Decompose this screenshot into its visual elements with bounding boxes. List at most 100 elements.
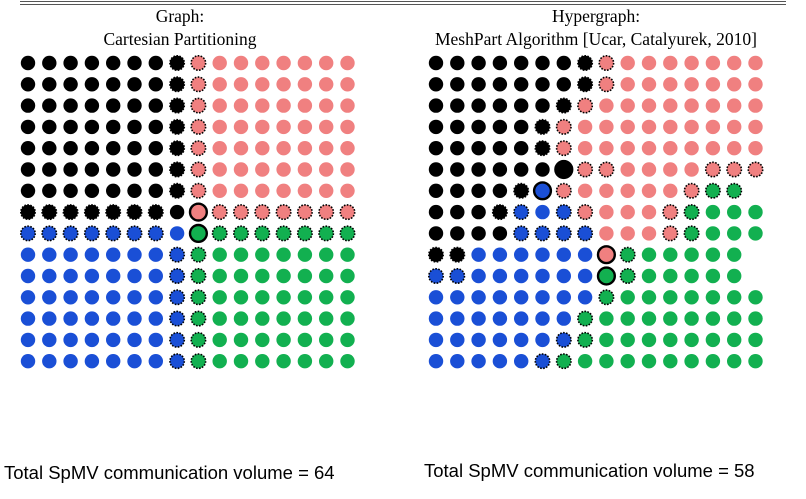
left-node-blue [63, 354, 78, 369]
left-node-black-boundary [105, 204, 122, 221]
left-node-green [233, 290, 249, 305]
left-node-red [340, 141, 355, 156]
right-node-red [663, 55, 678, 71]
left-node-green [340, 332, 355, 348]
right-node-green [641, 311, 657, 326]
right-node-black [556, 77, 571, 92]
right-node-green [577, 354, 593, 369]
left-node-black [42, 162, 57, 177]
left-node-red [340, 183, 355, 198]
left-node-blue [127, 247, 142, 262]
right-node-red [599, 226, 614, 241]
left-node-blue [106, 354, 121, 369]
right-node-red [641, 183, 657, 198]
left-node-blue [42, 290, 57, 305]
left-node-blue-boundary [169, 246, 186, 263]
left-node-black-boundary [62, 204, 79, 221]
right-node-black [450, 55, 465, 71]
left-node-blue [42, 247, 57, 262]
right-node-red-boundary [704, 161, 721, 178]
left-node-black [106, 141, 121, 156]
right-node-black-boundary [577, 55, 594, 71]
left-node-green-boundary [318, 225, 335, 242]
right-node-red [684, 162, 699, 177]
right-node-red [663, 98, 678, 113]
left-node-red [255, 77, 270, 92]
left-node-blue [127, 268, 142, 284]
right-node-red [599, 98, 614, 113]
right-title-line1: Hypergraph: [551, 6, 641, 26]
left-node-blue [42, 268, 57, 284]
left-node-red [297, 55, 313, 71]
right-node-blue [471, 268, 486, 284]
right-node-black [471, 141, 486, 156]
right-node-black [514, 77, 529, 92]
left-node-blue [20, 354, 36, 369]
left-node-red [255, 55, 270, 71]
left-node-black-boundary [169, 76, 186, 93]
right-node-blue [492, 247, 508, 262]
right-node-blue [471, 332, 486, 348]
left-node-red [212, 98, 227, 113]
left-node-red [233, 162, 249, 177]
right-panel-title: Hypergraph: MeshPart Algorithm [Ucar, Ca… [396, 5, 796, 51]
right-node-blue [471, 311, 486, 326]
left-node-black [20, 77, 36, 92]
left-node-red [319, 119, 334, 135]
right-node-red [727, 141, 742, 156]
left-node-blue-boundary [169, 310, 186, 327]
left-node-red [233, 183, 249, 198]
left-node-black [127, 77, 142, 92]
left-node-green [233, 354, 249, 369]
left-node-blue [20, 332, 36, 348]
left-node-blue-boundary [83, 225, 100, 242]
right-node-green [727, 247, 742, 262]
left-node-blue-boundary [62, 225, 79, 242]
left-node-red-boundary [190, 55, 207, 71]
right-node-green [684, 354, 699, 369]
right-node-blue [577, 268, 593, 284]
left-node-blue [106, 311, 121, 326]
left-node-blue [106, 290, 121, 305]
left-node-red [255, 162, 270, 177]
left-node-red [233, 98, 249, 113]
right-node-red-highlight [596, 245, 616, 265]
left-node-blue-boundary [169, 353, 186, 370]
right-node-red-boundary [662, 225, 679, 242]
left-node-blue [106, 247, 121, 262]
right-node-red-boundary [598, 55, 615, 71]
left-node-blue [84, 332, 100, 348]
right-node-blue [492, 268, 508, 284]
left-node-green-boundary [296, 225, 313, 242]
right-node-green [705, 332, 721, 348]
left-node-red-boundary [233, 204, 250, 221]
right-node-green [684, 332, 699, 348]
left-node-black [42, 119, 57, 135]
left-node-green-boundary [211, 225, 228, 242]
left-node-red-boundary [275, 204, 292, 221]
right-node-blue-boundary [534, 225, 551, 242]
right-node-black [514, 55, 529, 71]
left-node-red-boundary [190, 97, 207, 114]
right-node-red [663, 183, 678, 198]
left-node-red [276, 98, 291, 113]
right-node-black [535, 77, 550, 92]
left-node-black [84, 119, 100, 135]
left-node-black-boundary [147, 204, 164, 221]
left-node-green [319, 268, 334, 284]
right-node-red [705, 77, 721, 92]
right-node-red [620, 119, 635, 135]
left-node-green-boundary [339, 225, 356, 242]
right-node-green [748, 332, 763, 348]
right-node-black [428, 226, 444, 241]
left-node-green-boundary [190, 353, 207, 370]
left-node-green [340, 290, 355, 305]
right-node-blue [450, 290, 465, 305]
left-node-red [340, 77, 355, 92]
left-node-red [319, 98, 334, 113]
left-node-green [255, 354, 270, 369]
right-node-green [663, 332, 678, 348]
right-node-black [428, 162, 444, 177]
right-node-blue [450, 332, 465, 348]
right-node-green [705, 268, 721, 284]
